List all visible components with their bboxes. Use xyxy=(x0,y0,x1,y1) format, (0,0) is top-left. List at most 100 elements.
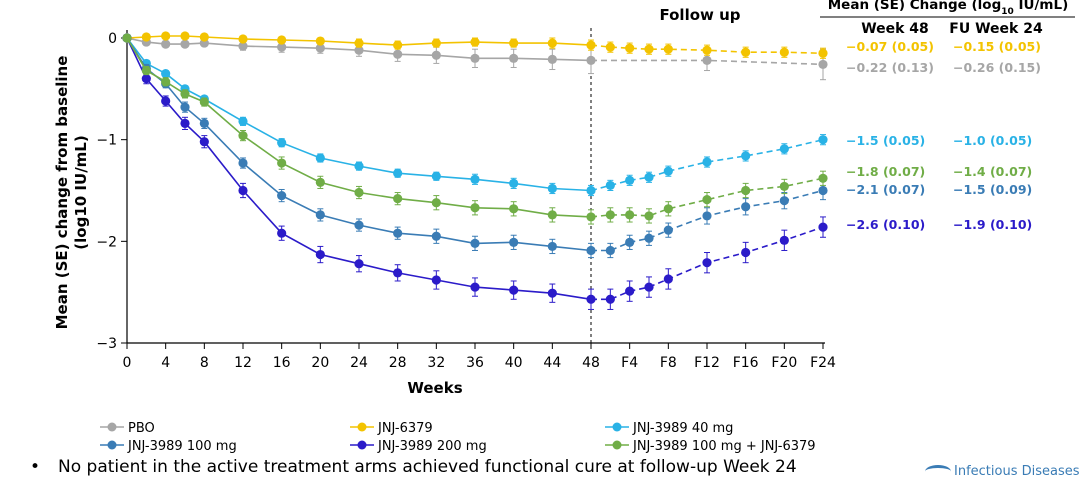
x-tick-label: 8 xyxy=(200,355,209,371)
data-point xyxy=(818,135,828,145)
value-label-week48: −1.5 (0.05) xyxy=(846,133,925,148)
value-label-week48: −2.6 (0.10) xyxy=(846,217,925,232)
data-point xyxy=(702,195,712,205)
data-point xyxy=(199,97,209,107)
legend-label: JNJ-3989 200 mg xyxy=(377,439,487,454)
data-point xyxy=(547,241,557,252)
value-label-fu24: −1.9 (0.10) xyxy=(953,217,1032,232)
data-point xyxy=(547,183,557,194)
data-point xyxy=(547,210,557,220)
data-point xyxy=(180,118,190,128)
data-point xyxy=(625,210,635,220)
data-point xyxy=(354,38,364,48)
data-point xyxy=(354,220,364,230)
bullet-dot: • xyxy=(30,457,41,477)
data-point xyxy=(702,45,712,55)
x-tick-label: 4 xyxy=(161,355,170,371)
data-point xyxy=(431,50,441,60)
legend-swatch-marker xyxy=(107,422,117,432)
value-label-week48: −0.22 (0.13) xyxy=(846,60,934,75)
data-point xyxy=(470,53,480,63)
legend-label: JNJ-3989 40 mg xyxy=(632,421,733,436)
data-point xyxy=(509,53,519,63)
data-point xyxy=(354,45,364,55)
data-point xyxy=(315,177,325,187)
x-tick-label: 16 xyxy=(273,355,291,371)
data-point xyxy=(663,225,673,235)
data-point xyxy=(315,249,325,260)
data-point xyxy=(509,38,519,48)
data-point xyxy=(663,274,673,284)
data-point xyxy=(180,39,190,49)
data-point xyxy=(141,74,151,84)
y-tick-label: −1 xyxy=(96,133,117,149)
x-tick-label: 24 xyxy=(350,355,368,371)
data-point xyxy=(431,171,441,181)
data-point xyxy=(605,180,615,191)
data-point xyxy=(238,116,248,126)
data-point xyxy=(644,282,654,292)
x-tick-label: 48 xyxy=(582,355,600,371)
data-point xyxy=(393,228,403,238)
follow-up-label: Follow up xyxy=(659,6,740,24)
data-point xyxy=(238,158,248,168)
data-point xyxy=(644,211,654,221)
data-point xyxy=(702,157,712,167)
data-point xyxy=(277,138,287,148)
value-label-week48: −1.8 (0.07) xyxy=(846,164,925,179)
series-line-followup xyxy=(590,138,824,192)
data-point xyxy=(586,245,596,256)
data-point xyxy=(509,178,519,188)
x-tick-label: 44 xyxy=(543,355,561,371)
data-point xyxy=(315,210,325,220)
data-point xyxy=(161,96,171,106)
y-axis-unit: (log10 IU/mL) xyxy=(72,135,90,249)
data-point xyxy=(238,34,248,44)
data-point xyxy=(315,153,325,163)
data-point xyxy=(702,211,712,221)
data-point xyxy=(277,228,287,238)
x-tick-label: F20 xyxy=(771,355,797,371)
data-point xyxy=(431,275,441,285)
x-tick-label: 28 xyxy=(389,355,407,371)
legend-label: JNJ-3989 100 mg + JNJ-6379 xyxy=(632,439,816,454)
data-point xyxy=(663,166,673,176)
x-tick-label: F24 xyxy=(810,355,836,371)
data-point xyxy=(741,47,751,57)
data-point xyxy=(141,32,151,42)
data-point xyxy=(741,151,751,161)
data-point xyxy=(586,55,596,65)
data-point xyxy=(586,185,596,196)
data-point xyxy=(605,245,615,256)
data-point xyxy=(277,35,287,45)
data-point xyxy=(393,49,403,59)
data-point xyxy=(625,237,635,247)
data-point xyxy=(547,38,557,48)
data-point xyxy=(141,65,151,76)
data-point xyxy=(180,89,190,99)
data-point xyxy=(779,196,789,206)
data-point xyxy=(779,47,789,57)
data-point xyxy=(779,235,789,245)
data-point xyxy=(180,102,190,112)
data-point xyxy=(663,44,673,54)
series-line-followup xyxy=(590,177,824,218)
x-tick-label: 32 xyxy=(427,355,445,371)
y-tick-label: −3 xyxy=(96,336,117,352)
y-tick-label: 0 xyxy=(108,31,117,47)
data-point xyxy=(470,203,480,213)
data-point xyxy=(199,118,209,128)
value-label-fu24: −1.0 (0.05) xyxy=(953,133,1032,148)
x-tick-label: 40 xyxy=(505,355,523,371)
value-label-fu24: −0.26 (0.15) xyxy=(953,60,1041,75)
legend-swatch-marker xyxy=(612,440,622,450)
data-point xyxy=(605,42,615,52)
data-point xyxy=(702,258,712,268)
data-point xyxy=(431,198,441,208)
data-point xyxy=(779,181,789,192)
data-point xyxy=(161,68,171,79)
data-point xyxy=(315,36,325,46)
data-point xyxy=(605,294,615,304)
data-point xyxy=(122,33,132,43)
bullet-text: No patient in the active treatment arms … xyxy=(58,457,797,477)
